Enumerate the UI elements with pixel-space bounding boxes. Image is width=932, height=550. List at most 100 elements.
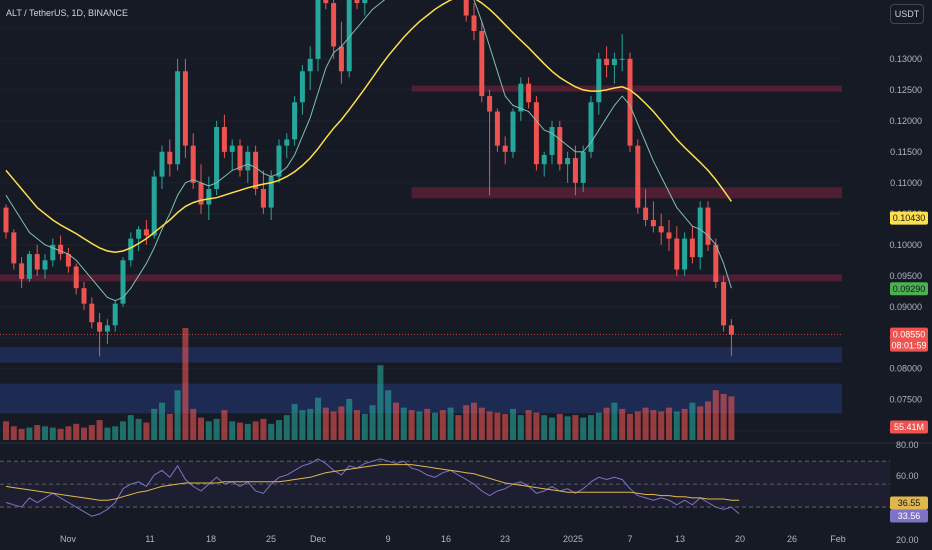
candle-body[interactable] <box>611 58 617 66</box>
candle-body[interactable] <box>143 229 149 236</box>
candle-body[interactable] <box>721 281 727 326</box>
candle-body[interactable] <box>276 145 282 177</box>
volume-bar <box>3 421 9 440</box>
candle-body[interactable] <box>167 151 173 165</box>
candle-body[interactable] <box>494 111 500 146</box>
currency-button[interactable]: USDT <box>890 4 924 24</box>
candle-body[interactable] <box>159 151 165 177</box>
candle-body[interactable] <box>307 58 313 72</box>
candle-body[interactable] <box>11 232 17 264</box>
candle-body[interactable] <box>128 238 134 261</box>
candle-body[interactable] <box>565 158 571 165</box>
candle-body[interactable] <box>245 151 251 171</box>
candle-body[interactable] <box>627 58 633 146</box>
candle-body[interactable] <box>479 30 485 97</box>
candle-body[interactable] <box>689 238 695 258</box>
candle-body[interactable] <box>580 151 586 183</box>
volume-bar <box>416 411 423 440</box>
candle-body[interactable] <box>34 254 40 270</box>
candle-body[interactable] <box>42 260 48 270</box>
candles[interactable] <box>3 0 734 357</box>
candle-body[interactable] <box>237 145 243 171</box>
candle-body[interactable] <box>705 207 711 245</box>
candle-body[interactable] <box>331 3 337 47</box>
candle-body[interactable] <box>299 71 305 103</box>
candle-body[interactable] <box>175 71 181 165</box>
candle-body[interactable] <box>151 176 157 236</box>
candle-body[interactable] <box>112 303 118 326</box>
candle-body[interactable] <box>89 303 95 323</box>
candle-body[interactable] <box>229 145 235 152</box>
time-axis[interactable]: Nov 11 18 25 Dec 9 16 23 2025 7 13 20 26 Feb <box>60 534 846 544</box>
candle-body[interactable] <box>518 83 524 112</box>
candle-body[interactable] <box>533 102 539 165</box>
volume-bar <box>697 406 704 440</box>
candle-body[interactable] <box>471 15 477 31</box>
rsi-pane[interactable] <box>0 442 932 517</box>
candle-body[interactable] <box>315 0 321 59</box>
candle-body[interactable] <box>198 182 204 205</box>
candle-body[interactable] <box>658 226 664 233</box>
candle-body[interactable] <box>541 154 547 165</box>
candle-body[interactable] <box>338 46 344 72</box>
candle-body[interactable] <box>73 266 79 289</box>
candle-body[interactable] <box>182 71 188 146</box>
candle-body[interactable] <box>643 207 649 220</box>
ma-fast-line <box>5 0 732 302</box>
candle-body[interactable] <box>463 0 469 16</box>
candle-body[interactable] <box>557 127 563 165</box>
candle-body[interactable] <box>666 232 672 239</box>
candle-body[interactable] <box>284 139 290 146</box>
volume-bar <box>595 412 602 440</box>
candle-body[interactable] <box>214 127 220 190</box>
candle-body[interactable] <box>26 254 32 279</box>
candle-body[interactable] <box>487 96 493 112</box>
candle-body[interactable] <box>19 263 25 279</box>
candle-body[interactable] <box>323 0 329 4</box>
candle-body[interactable] <box>362 0 368 4</box>
candle-body[interactable] <box>65 254 71 267</box>
candle-body[interactable] <box>81 288 87 304</box>
candle-body[interactable] <box>221 127 227 152</box>
candle-body[interactable] <box>635 145 641 208</box>
candle-body[interactable] <box>253 151 259 190</box>
candle-body[interactable] <box>104 325 110 332</box>
time-tick-label: 18 <box>206 534 216 544</box>
candle-body[interactable] <box>50 244 56 261</box>
candle-body[interactable] <box>682 238 688 270</box>
symbol-title[interactable]: ALT / TetherUS, 1D, BINANCE <box>6 8 129 18</box>
candle-body[interactable] <box>136 229 142 239</box>
candle-body[interactable] <box>120 260 126 304</box>
candle-body[interactable] <box>502 145 508 152</box>
candle-body[interactable] <box>596 58 602 103</box>
candle-body[interactable] <box>58 244 64 255</box>
candle-body[interactable] <box>713 244 719 282</box>
candle-body[interactable] <box>268 176 274 208</box>
candle-body[interactable] <box>549 127 555 155</box>
candle-body[interactable] <box>604 58 610 66</box>
candle-body[interactable] <box>697 207 703 258</box>
candle-body[interactable] <box>674 238 680 270</box>
candle-body[interactable] <box>354 0 360 4</box>
candle-body[interactable] <box>728 325 734 335</box>
volume-bar <box>369 405 376 440</box>
candle-body[interactable] <box>346 0 352 72</box>
candle-body[interactable] <box>206 189 212 205</box>
candle-body[interactable] <box>260 189 266 208</box>
candle-body[interactable] <box>526 83 532 103</box>
candle-body[interactable] <box>292 102 298 140</box>
candle-body[interactable] <box>619 58 625 60</box>
candle-body[interactable] <box>3 207 9 233</box>
candle-body[interactable] <box>572 158 578 183</box>
volume-bar <box>88 425 95 440</box>
candle-body[interactable] <box>190 145 196 183</box>
candle-body[interactable] <box>588 102 594 152</box>
candle-body[interactable] <box>510 111 516 152</box>
candle-body[interactable] <box>650 220 656 227</box>
candle-body[interactable] <box>97 322 103 332</box>
volume-bar <box>517 415 524 440</box>
volume-bar <box>291 403 298 440</box>
price-tick-label: 0.13000 <box>889 54 922 64</box>
volume-bar <box>627 413 633 440</box>
